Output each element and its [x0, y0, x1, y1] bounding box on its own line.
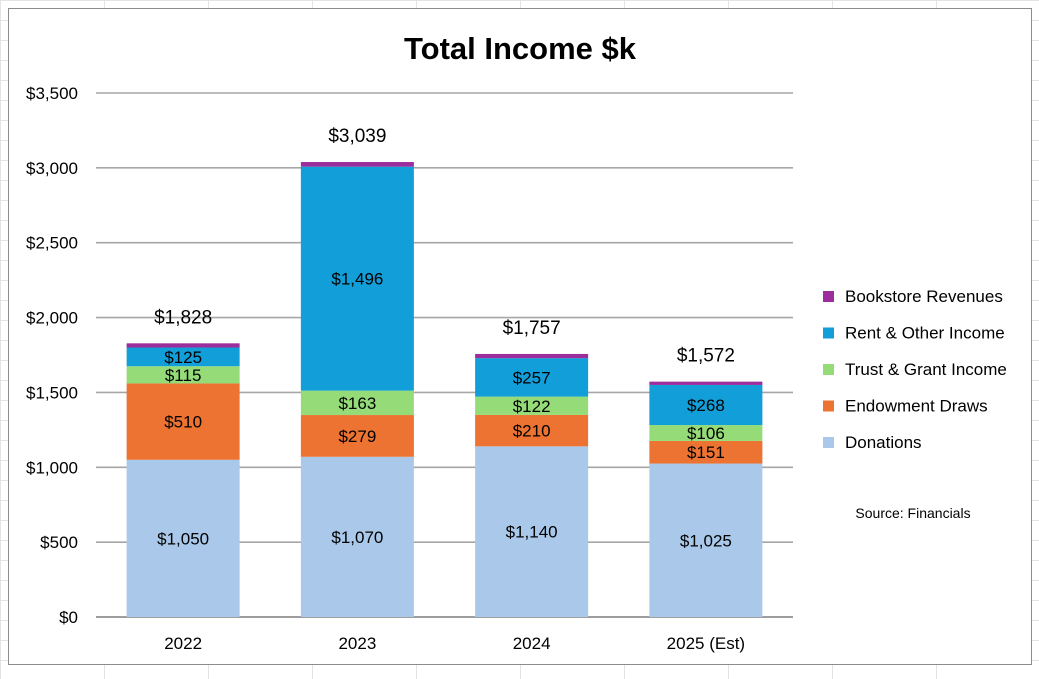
y-tick-label: $1,500 [26, 383, 78, 402]
bar-segment [300, 162, 414, 167]
y-tick-label: $0 [59, 608, 78, 627]
data-label: $1,050 [157, 529, 209, 548]
stacked-bar-chart: Total Income $k $0 $500 $1,000 $1,500 $2,000… [26, 31, 1007, 653]
legend-label: Donations [845, 433, 922, 452]
bar-segment [649, 440, 763, 464]
x-tick-label: 2023 [338, 634, 376, 653]
bar-segment [126, 459, 240, 617]
bar-segment [126, 347, 240, 367]
y-axis-ticks: $0 $500 $1,000 $1,500 $2,000 $2,500 $3,000 $3,5… [26, 84, 78, 627]
chart-title: Total Income $k [404, 31, 637, 66]
legend-label: Bookstore Revenues [845, 287, 1003, 306]
bar-segment [300, 415, 414, 457]
data-label: $1,070 [331, 528, 383, 547]
bar-segment [300, 166, 414, 391]
legend-label: Trust & Grant Income [845, 360, 1007, 379]
bar-segment [126, 383, 240, 460]
legend-swatch [823, 437, 834, 448]
bar-segment [475, 353, 589, 359]
bar-segment [475, 446, 589, 617]
data-labels: $1,050 $510 $115$125 $1,828 $1,070 $279 $163 $1… [154, 126, 735, 550]
bar-segment [475, 414, 589, 447]
y-tick-label: $1,000 [26, 458, 78, 477]
x-tick-label: 2022 [164, 634, 202, 653]
y-tick-label: $2,000 [26, 309, 78, 328]
x-tick-label: 2025 (Est) [667, 634, 745, 653]
y-tick-label: $500 [40, 533, 78, 552]
legend-label: Rent & Other Income [845, 324, 1005, 343]
data-label: $163 [338, 394, 376, 413]
data-label: $257 [513, 368, 551, 387]
bar-segment [126, 366, 240, 384]
y-tick-label: $3,500 [26, 84, 78, 103]
source-note: Source: Financials [855, 505, 970, 521]
y-tick-label: $3,000 [26, 159, 78, 178]
data-label: $125 [164, 348, 202, 367]
data-label: $122 [513, 397, 551, 416]
data-label: $151 [687, 443, 725, 462]
bar-segment [300, 390, 414, 416]
total-label: $1,757 [503, 318, 561, 339]
legend-label: Endowment Draws [845, 397, 988, 416]
total-label: $1,572 [677, 346, 735, 367]
bar-segment [649, 463, 763, 617]
data-label: $1,140 [506, 523, 558, 542]
data-label: $1,025 [680, 531, 732, 550]
x-tick-label: 2024 [513, 634, 551, 653]
bar-segment [649, 425, 763, 441]
y-tick-label: $2,500 [26, 234, 78, 253]
bars [126, 162, 763, 617]
bar-segment [649, 384, 763, 426]
x-axis-ticks: 2022 2023 2024 2025 (Est) [164, 634, 745, 653]
bar-segment [649, 381, 763, 385]
data-label: $279 [338, 427, 376, 446]
total-label: $3,039 [328, 126, 386, 147]
data-label: $115 [165, 366, 202, 385]
bar-segment [300, 456, 414, 617]
legend-swatch [823, 364, 834, 375]
bar-segment [475, 396, 589, 415]
legend-swatch [823, 400, 834, 412]
legend-swatch [823, 291, 834, 302]
chart-area[interactable]: Total Income $k $0 $500 $1,000 $1,500 $2,000… [8, 8, 1032, 665]
data-label: $268 [687, 396, 725, 415]
data-label: $510 [164, 413, 202, 432]
total-label: $1,828 [154, 307, 212, 328]
bar-segment [475, 358, 589, 397]
data-label: $1,496 [331, 270, 383, 289]
data-label: $210 [513, 422, 551, 441]
data-label: $106 [687, 424, 725, 443]
legend-swatch [823, 327, 834, 339]
bar-segment [126, 343, 240, 348]
legend: Bookstore Revenues Rent & Other Income Tru… [823, 287, 1007, 452]
